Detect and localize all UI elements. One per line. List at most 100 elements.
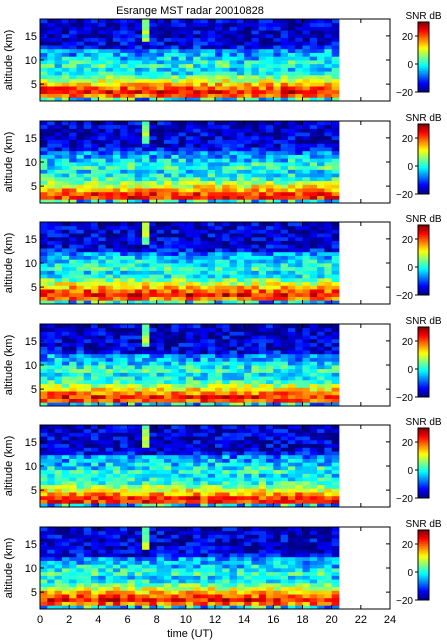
heatmap-cell [112,368,121,373]
heatmap-cell [185,89,194,94]
heatmap-cell [331,82,340,87]
heatmap-cell [273,285,282,290]
heatmap-cell [280,492,289,497]
heatmap-cell [295,165,303,170]
heatmap-cell [222,89,230,94]
heatmap-cell [98,439,107,445]
heatmap-cell [156,56,165,61]
heatmap-cell [302,139,311,144]
heatmap-cell [91,169,99,174]
heatmap-cell [251,447,260,452]
heatmap-cell [105,292,114,297]
heatmap-cell [120,391,128,396]
heatmap-cell [163,82,172,87]
heatmap-cell [258,361,267,366]
heatmap-cell [40,368,48,373]
heatmap-cell [273,184,282,189]
heatmap-cell [273,124,282,129]
heatmap-cell [69,180,77,185]
heatmap-cell [178,56,187,61]
heatmap-cell [178,173,187,178]
heatmap-cell [40,492,48,497]
heatmap-cell [302,188,311,193]
heatmap-cell [200,263,209,268]
heatmap-cell [83,19,92,24]
heatmap-cell [149,132,158,137]
heatmap-cell [280,173,289,178]
heatmap-cell [76,324,85,329]
heatmap-cell [251,350,260,355]
colorbar-swatch [418,327,429,330]
heatmap-cell [112,495,121,500]
heatmap-cell [317,150,325,155]
heatmap-cell [40,71,48,76]
heatmap-cell [222,425,230,430]
heatmap-cell [273,439,282,445]
heatmap-cell [112,41,121,46]
heatmap-cell [193,335,201,340]
heatmap-cell [178,225,187,230]
heatmap-cell [331,93,340,98]
heatmap-cell [98,89,107,94]
heatmap-cell [251,233,260,238]
heatmap-cell [244,458,252,463]
heatmap-cell [185,67,194,72]
heatmap-cell [127,266,136,271]
heatmap-cell [149,480,158,486]
heatmap-cell [105,335,114,340]
heatmap-cell [171,379,179,385]
heatmap-cell [134,139,143,144]
heatmap-cell [120,188,128,193]
heatmap-cell [61,236,70,242]
heatmap-cell [185,368,194,373]
heatmap-cell [317,19,325,24]
heatmap-cell [236,33,245,39]
heatmap-cell [69,147,77,152]
heatmap-cell [163,350,172,355]
heatmap-cell [280,361,289,366]
heatmap-cell [127,428,136,433]
heatmap-cell [54,244,63,249]
colorbar-swatch [418,487,429,490]
heatmap-cell [317,484,325,489]
heatmap-cell [280,176,289,182]
heatmap-cell [163,121,172,126]
heatmap-cell [47,365,55,370]
heatmap-cell [40,575,48,580]
heatmap-cell [76,480,85,486]
heatmap-cell [142,477,150,482]
heatmap-cell [69,162,77,167]
heatmap-cell [163,492,172,497]
heatmap-cell [229,143,238,148]
heatmap-cell [54,398,63,403]
heatmap-cell [273,236,282,242]
heatmap-cell [69,331,77,336]
colorbar-swatch [418,228,429,231]
heatmap-cell [76,428,85,433]
y-axis-label: altitude (km) [3,335,15,396]
heatmap-cell [229,19,238,24]
heatmap-cell [47,432,55,437]
colorbar-swatch [418,88,429,91]
heatmap-cell [127,93,136,98]
heatmap-cell [295,277,303,283]
heatmap-cell [273,292,282,297]
heatmap-cell [244,462,252,467]
heatmap-cell [171,184,179,189]
heatmap-cell [134,169,143,174]
heatmap-cell [112,255,121,260]
heatmap-cell [105,191,114,196]
heatmap-cell [105,199,114,204]
heatmap-cell [171,26,179,31]
heatmap-cell [295,71,303,76]
heatmap-cell [324,447,333,452]
heatmap-cell [91,428,99,433]
heatmap-cell [178,169,187,174]
heatmap-cell [207,376,216,381]
heatmap-cell [134,248,143,253]
heatmap-cell [222,244,230,249]
heatmap-cell [105,71,114,76]
heatmap-cell [331,458,340,463]
heatmap-cell [193,503,201,508]
heatmap-cell [47,82,55,87]
